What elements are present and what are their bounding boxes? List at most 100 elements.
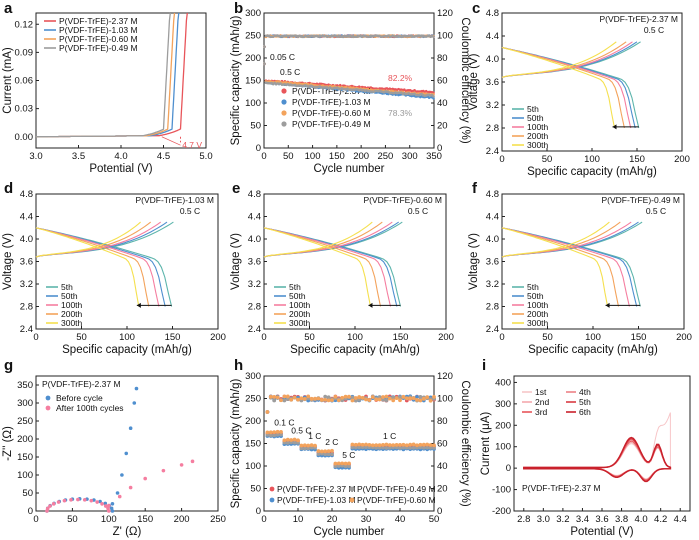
discharge-curve-50th [263, 227, 398, 307]
rate-efficiency-point [391, 395, 396, 400]
cv-cycle-3rd [523, 440, 671, 481]
legend-entry: P(VDF-TrFE)-0.60 M [357, 495, 436, 505]
panel-d: 0 50 100 150 200 2.4 2.8 3.2 3.6 4.0 4.4 4.8 Specifi… [2, 189, 226, 356]
rate-capacity-point [353, 445, 358, 450]
legend-entry: P(VDF-TrFE)-0.49 M [292, 119, 371, 129]
rate-efficiency-point [326, 395, 331, 400]
y-tick-label: 250 [245, 394, 261, 405]
x-tick-label: 100 [305, 151, 321, 162]
y-tick-label: 0.06 [15, 76, 34, 87]
rate-capacity-point [279, 432, 283, 437]
rate-efficiency-point [289, 397, 294, 402]
capacity-point [263, 62, 266, 66]
rate-capacity-point [323, 449, 328, 454]
y-tick-label: 3.2 [486, 100, 499, 111]
legend-swatch [45, 395, 51, 401]
eis-point [120, 473, 124, 477]
rate-efficiency-point [404, 396, 409, 401]
legend-entry: 300th [61, 318, 83, 328]
rate-capacity-point [316, 449, 321, 453]
eis-point [89, 498, 94, 503]
y-tick-label: 4.4 [486, 212, 499, 223]
eis-point [179, 463, 184, 467]
x-tick-label: 0 [261, 514, 266, 525]
x-tick-label: 150 [393, 332, 409, 343]
onset-pointer [161, 136, 181, 146]
rate-label: 0.5 C [180, 206, 200, 216]
eis-point [51, 502, 56, 506]
legend-entry: 200th [527, 309, 549, 319]
legend-entry: 200th [527, 131, 549, 141]
eis-point [100, 502, 104, 506]
y-tick-label: 3.6 [486, 77, 499, 88]
y-tick-label: 150 [245, 439, 261, 450]
y-tick-label: -200 [492, 506, 511, 517]
y-axis-label: Current (μA) [480, 412, 492, 476]
y2-tick-label: 100 [437, 31, 453, 42]
rate-capacity-point [360, 442, 365, 447]
discharge-curve-300th [263, 227, 372, 307]
rate-step-label: 1 C [383, 431, 396, 441]
charge-curve-100th [501, 41, 633, 78]
rate-efficiency-point [411, 396, 416, 401]
y-axis-label: -Z'' (Ω) [2, 426, 14, 461]
x-tick-label: 0 [499, 332, 504, 343]
rate-capacity-point [319, 449, 324, 454]
x-axis-label: Specific capacity (mAh/g) [528, 344, 658, 356]
y-tick-label: 2.8 [20, 302, 33, 313]
rate-capacity-point [292, 440, 297, 445]
charge-curve-50th [35, 221, 168, 258]
legend-entry: P(VDF-TrFE)-2.37 M [277, 484, 356, 494]
legend-entry: P(VDF-TrFE)-0.60 M [292, 108, 371, 118]
panel-g: 0 50 100 150 200 250 0 50 100 150 200 250 300 350 Z' (… [2, 375, 226, 538]
rate-capacity-point [387, 445, 392, 450]
legend-swatch [281, 110, 287, 116]
y-tick-label: 2.8 [248, 302, 261, 313]
rate-capacity-point [309, 443, 314, 448]
legend-entry: 100th [527, 300, 549, 310]
charge-curve-300th [35, 221, 141, 258]
rate-efficiency-point [347, 394, 351, 399]
y-axis-label: Voltage (V) [2, 233, 14, 290]
rate-capacity-point [275, 432, 280, 437]
x-tick-label: 2.8 [517, 514, 530, 525]
panel-letter-h: h [234, 357, 243, 374]
rate-efficiency-point [418, 398, 423, 403]
rate-capacity-point [323, 452, 328, 457]
charge-curve-100th [501, 221, 632, 258]
x-tick-label: 3.5 [72, 151, 85, 162]
legend-entry: 50th [61, 291, 78, 301]
y-tick-label: 4.4 [486, 31, 499, 42]
rate-step-label: 0.5 C [291, 426, 311, 436]
eis-point [62, 498, 67, 503]
x-tick-label: 300 [402, 151, 418, 162]
rate-efficiency-point [398, 398, 402, 403]
x-tick-label: 50 [542, 154, 553, 165]
eis-point [69, 498, 73, 502]
efficiency-point [263, 45, 266, 49]
panel-letter-b: b [234, 0, 243, 17]
legend-swatch [349, 497, 355, 503]
legend-entry: 300th [527, 318, 549, 328]
y-tick-label: 200 [17, 434, 33, 445]
x-tick-label: 4.5 [157, 151, 170, 162]
x-tick-label: 4.0 [635, 514, 648, 525]
rate-capacity-point [347, 461, 351, 466]
rate-capacity-point [408, 445, 413, 450]
fade-arrowhead [368, 302, 373, 308]
rate-capacity-point [347, 464, 351, 469]
y-axis-label: Specific capacity (mAh/g) [230, 378, 242, 508]
charge-curve-100th [35, 221, 162, 258]
eis-point [95, 500, 99, 504]
rate-capacity-point [285, 440, 290, 445]
rate-capacity-point [374, 443, 379, 448]
rate-efficiency-point [394, 396, 399, 400]
charge-curve-50th [501, 41, 638, 78]
rate-capacity-point [268, 433, 273, 438]
y2-tick-label: 20 [437, 121, 448, 132]
rate-capacity-point [377, 443, 382, 448]
discharge-curve-50th [35, 227, 166, 307]
x-axis-label: Specific capacity (mAh/g) [62, 344, 192, 356]
rate-capacity-point [302, 443, 307, 448]
y-tick-label: 4.0 [20, 234, 33, 245]
